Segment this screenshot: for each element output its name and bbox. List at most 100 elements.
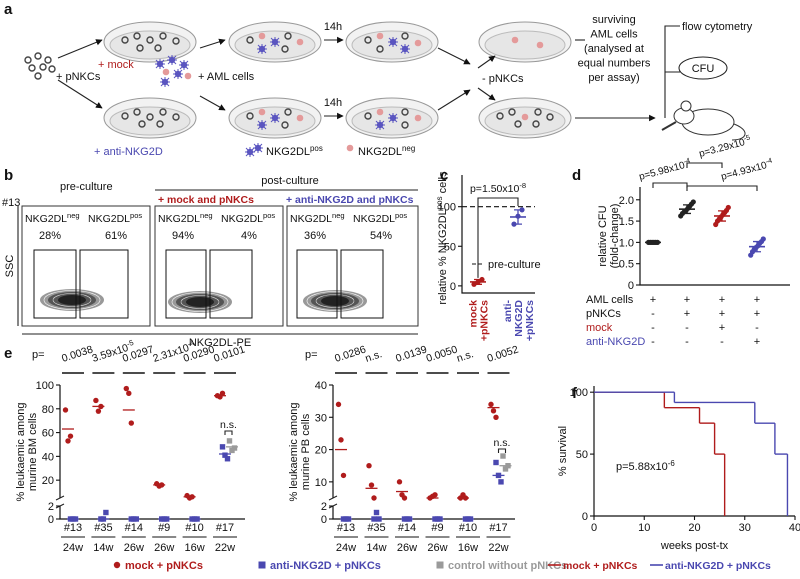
y-axis-label: % survival xyxy=(557,426,569,476)
panel-letter: f xyxy=(572,385,578,402)
nk-cluster xyxy=(154,54,192,88)
legend-label: NKG2DLneg xyxy=(358,144,415,158)
surviving-text: (analysed at xyxy=(584,43,644,55)
y-axis-label: (fold-change) xyxy=(609,204,621,269)
bracket xyxy=(664,25,680,118)
y-tick-label: 0.5 xyxy=(619,259,634,271)
gate-percent: 61% xyxy=(105,230,127,242)
category-label: #14 xyxy=(398,522,416,534)
legend-swatch xyxy=(113,561,121,569)
legend-label: anti-NKG2D + pNKCs xyxy=(665,560,771,572)
gate xyxy=(296,249,338,319)
week-label: 24w xyxy=(63,542,83,554)
x-tick-label: 0 xyxy=(591,522,597,534)
bracket xyxy=(477,197,519,278)
ns-bracket xyxy=(497,448,507,453)
p-value: p=3.29x10-5 xyxy=(697,133,752,160)
point xyxy=(95,408,102,414)
error-bar xyxy=(683,204,691,215)
panel-b-drawing xyxy=(17,189,419,335)
category-label: NKG2D xyxy=(513,300,525,337)
flow-label: flow cytometry xyxy=(682,21,753,33)
y-tick-label: 60 xyxy=(42,428,54,440)
panel-a-drawing xyxy=(24,22,746,158)
category-label: #14 xyxy=(125,522,143,534)
text-sup: -4 xyxy=(765,156,774,166)
x-tick-label: 20 xyxy=(688,522,700,534)
p-value: n.s. xyxy=(364,348,384,365)
point xyxy=(490,408,497,414)
week-label: 16w xyxy=(458,542,478,554)
category-label: +pNKCs xyxy=(524,300,536,341)
text-sup: pos xyxy=(310,144,323,153)
week-label: 14w xyxy=(366,542,386,554)
row-label: pNKCs xyxy=(586,308,621,320)
anti-label: + anti-NKG2D xyxy=(94,146,163,158)
time-label: 14h xyxy=(324,21,342,33)
p-value: p=5.88x10-6 xyxy=(616,459,675,473)
y-tick-label: 0 xyxy=(48,514,54,526)
aml-label: + AML cells xyxy=(198,71,255,83)
table-sign: - xyxy=(651,336,655,348)
text-sup: -4 xyxy=(186,338,195,349)
point xyxy=(126,390,132,397)
y-tick-label: 20 xyxy=(315,445,327,457)
table-sign: + xyxy=(719,308,725,320)
text-sup: neg xyxy=(67,211,80,220)
point xyxy=(502,466,509,472)
legend-label: NKG2DLpos xyxy=(266,144,323,158)
point xyxy=(401,495,408,501)
week-label: 24w xyxy=(336,542,356,554)
table-sign: - xyxy=(755,322,759,334)
text-sup: -5 xyxy=(743,133,752,143)
y-tick-label: 100 xyxy=(438,202,456,214)
week-label: 26w xyxy=(427,542,447,554)
text-sup: -8 xyxy=(519,181,526,190)
week-label: 26w xyxy=(154,542,174,554)
y-tick-label: 100 xyxy=(36,380,54,392)
error-bar xyxy=(649,241,657,244)
legend-label: anti-NKG2D + pNKCs xyxy=(270,560,381,572)
x-tick-label: 10 xyxy=(638,522,650,534)
point xyxy=(335,401,342,408)
text-base: NKG2DL xyxy=(88,213,130,225)
bracket xyxy=(652,182,688,188)
dish xyxy=(104,22,196,62)
x-axis-label: weeks post-tx xyxy=(660,540,729,552)
text-tail: cells xyxy=(437,171,449,197)
table-sign: + xyxy=(754,308,760,320)
y-axis-label: relative CFU xyxy=(597,205,609,266)
ns-label: n.s. xyxy=(494,437,511,449)
text-sup: pos xyxy=(435,196,444,209)
category-label: #17 xyxy=(489,522,507,534)
text-base: p=1.50x10 xyxy=(470,183,519,195)
gate-label: NKG2DLneg xyxy=(158,211,213,225)
panel-letter: a xyxy=(4,1,13,18)
surviving-text: equal numbers xyxy=(578,58,651,70)
category-label: mock xyxy=(468,300,480,328)
cfu-label: CFU xyxy=(692,63,715,75)
text-sup: pos xyxy=(263,211,275,220)
point xyxy=(128,420,134,426)
mock-label: + mock and pNKCs xyxy=(158,194,254,206)
category-label: #10 xyxy=(459,522,477,534)
y-axis-label: murine PB cells xyxy=(300,413,312,490)
cfu-oval xyxy=(678,56,728,80)
axes xyxy=(461,175,535,294)
row-label: AML cells xyxy=(586,294,634,306)
point xyxy=(760,236,766,242)
category-label: #17 xyxy=(216,522,234,534)
table-sign: + xyxy=(754,294,760,306)
y-tick-label: 50 xyxy=(576,449,588,461)
point xyxy=(219,390,226,397)
text-base: NKG2DL xyxy=(290,213,332,225)
text-base: NKG2DL xyxy=(358,146,402,158)
text-base: NKG2DL xyxy=(266,146,310,158)
point xyxy=(65,438,71,444)
point xyxy=(493,414,499,420)
category-label: #9 xyxy=(431,522,443,534)
arrow xyxy=(477,87,496,101)
panel-letter: d xyxy=(572,167,581,184)
gate xyxy=(79,249,129,319)
